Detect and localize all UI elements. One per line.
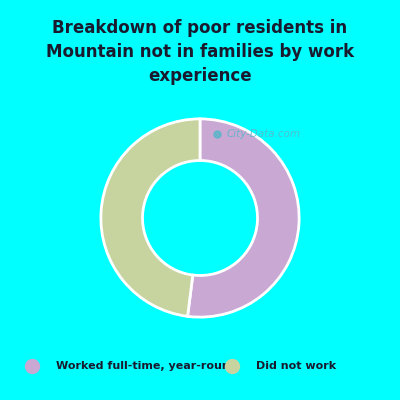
Wedge shape	[101, 119, 200, 316]
Text: Did not work: Did not work	[256, 361, 336, 371]
Wedge shape	[188, 119, 299, 317]
Text: Breakdown of poor residents in
Mountain not in families by work
experience: Breakdown of poor residents in Mountain …	[46, 19, 354, 85]
Text: City-Data.com: City-Data.com	[227, 129, 301, 139]
Text: Worked full-time, year-round: Worked full-time, year-round	[56, 361, 238, 371]
